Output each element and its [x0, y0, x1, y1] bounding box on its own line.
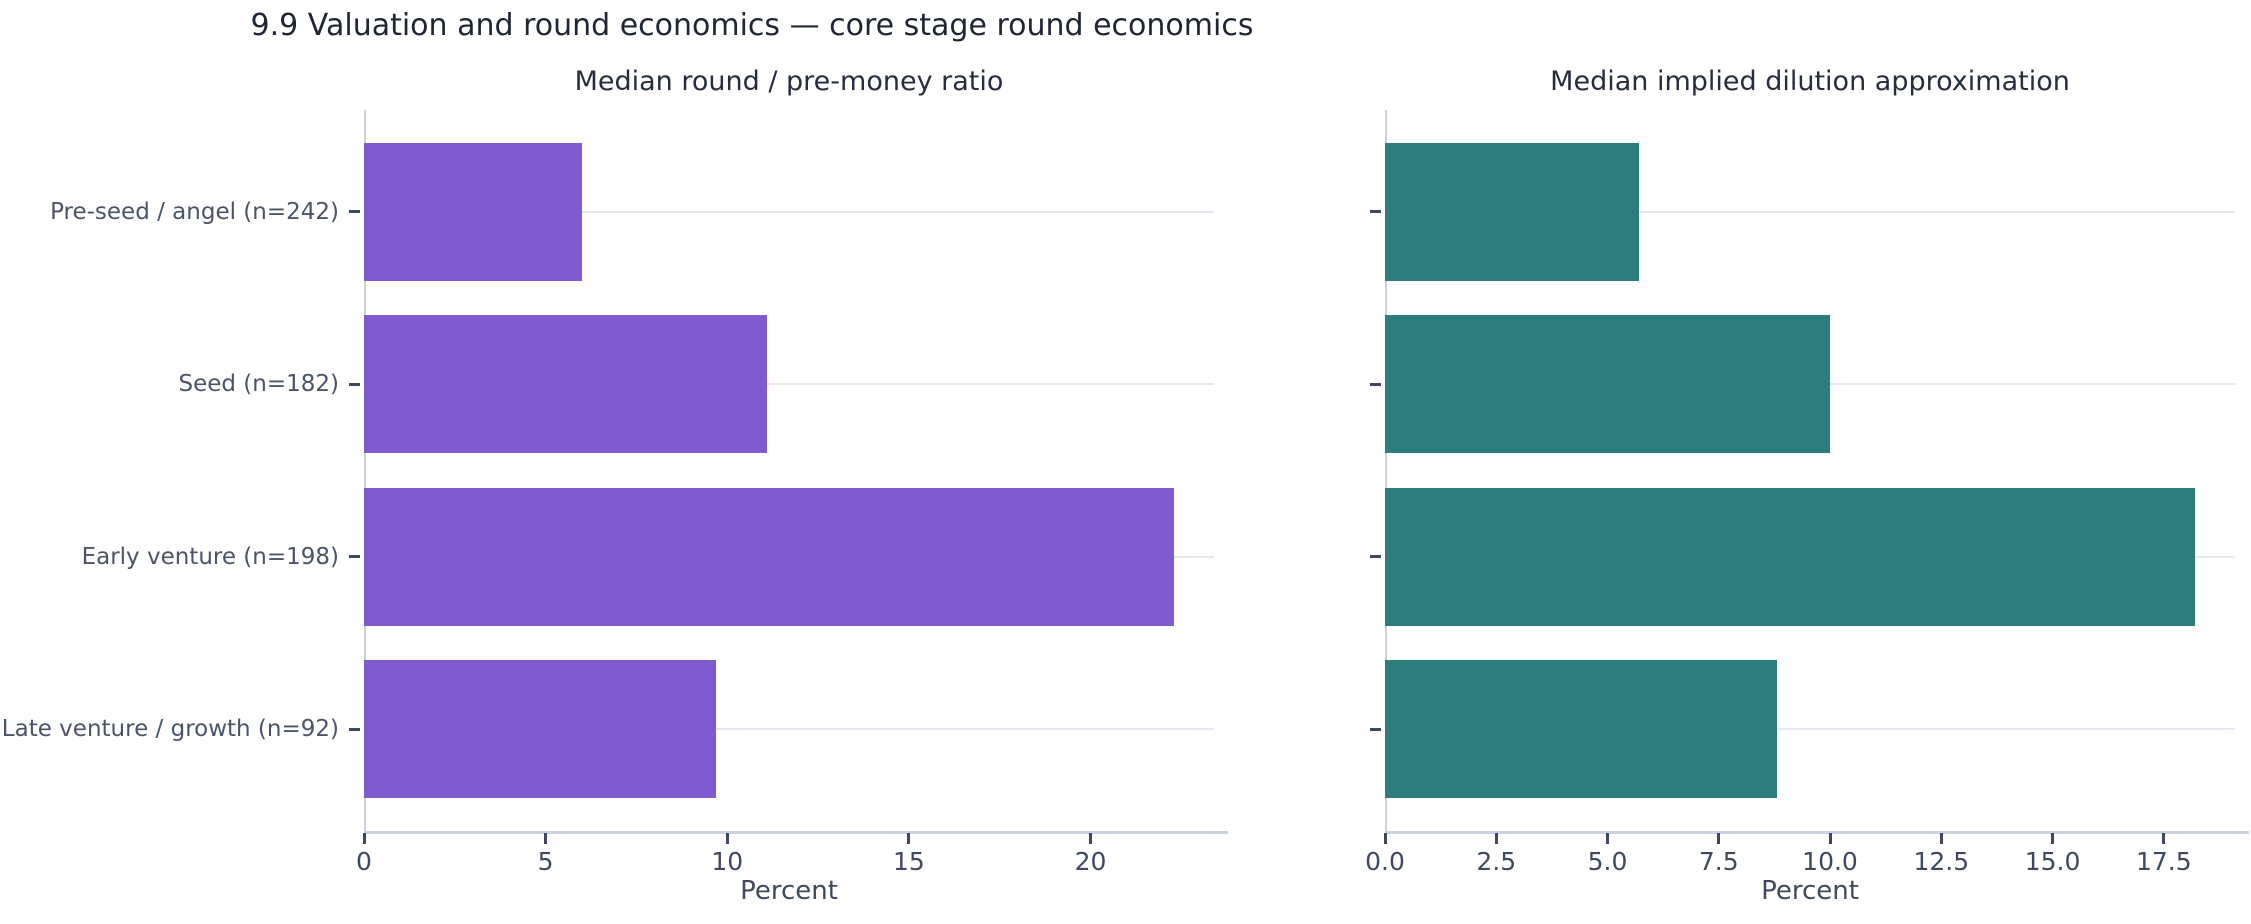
- y-tick-label: Early venture (n=198): [81, 543, 339, 570]
- bar-category-1: [1385, 142, 1639, 281]
- y-tick: [1370, 210, 1381, 214]
- gridline: [1385, 383, 2235, 386]
- y-axis-line: [364, 110, 366, 831]
- x-tick-label: 0.0: [1365, 847, 1405, 876]
- y-tick-label: Pre-seed / angel (n=242): [50, 198, 339, 225]
- x-tick-label: 20: [1074, 847, 1107, 876]
- x-tick-label: 7.5: [1698, 847, 1739, 876]
- gridline: [364, 555, 1214, 558]
- bar-category-1: [364, 142, 582, 281]
- y-tick: [349, 210, 360, 214]
- x-tick-label: 5.0: [1587, 847, 1628, 876]
- x-tick: [1383, 833, 1387, 844]
- bar-category-3: [364, 487, 1175, 626]
- x-axis-line: [1385, 831, 2249, 834]
- x-tick: [1939, 833, 1943, 844]
- bar-category-4: [364, 660, 717, 799]
- x-tick: [1717, 833, 1721, 844]
- y-tick-label: Seed (n=182): [178, 371, 339, 398]
- x-tick: [2051, 833, 2055, 844]
- gridline: [1385, 555, 2235, 558]
- x-tick: [907, 833, 911, 844]
- x-tick: [1494, 833, 1498, 844]
- x-tick: [544, 833, 548, 844]
- y-axis-line: [1385, 110, 1387, 831]
- y-tick: [1370, 382, 1381, 386]
- gridline: [1385, 728, 2235, 731]
- x-tick: [1828, 833, 1832, 844]
- x-tick-label: 17.5: [2135, 847, 2192, 876]
- figure-title: 9.9 Valuation and round economics — core…: [250, 8, 1254, 43]
- gridline: [364, 728, 1214, 731]
- x-tick: [1088, 833, 1092, 844]
- chart-2-x-axis-label: Percent: [1761, 876, 1859, 906]
- y-tick: [349, 555, 360, 559]
- x-tick-label: 15.0: [2024, 847, 2081, 876]
- bar-category-2: [364, 315, 768, 454]
- x-tick-label: 5: [537, 847, 554, 876]
- x-tick-label: 10.0: [1802, 847, 1858, 876]
- gridline: [364, 210, 1214, 213]
- y-tick: [349, 727, 360, 731]
- y-tick: [1370, 727, 1381, 731]
- x-tick: [2162, 833, 2166, 844]
- x-tick-label: 0: [356, 847, 372, 876]
- x-tick-label: 10: [711, 847, 744, 876]
- gridline: [1385, 210, 2235, 213]
- bar-category-4: [1385, 660, 1777, 799]
- x-tick: [725, 833, 729, 844]
- y-tick-label: Late venture / growth (n=92): [1, 716, 339, 743]
- y-tick: [1370, 555, 1381, 559]
- x-axis-line: [364, 831, 1228, 834]
- chart-1-x-axis-label: Percent: [740, 876, 838, 906]
- x-tick: [1606, 833, 1609, 844]
- gridline: [364, 383, 1214, 386]
- y-tick: [349, 382, 360, 386]
- bar-category-3: [1385, 487, 2195, 626]
- x-tick-label: 15: [892, 847, 925, 876]
- chart-2-title: Median implied dilution approximation: [1550, 66, 2070, 97]
- bar-category-2: [1385, 315, 1831, 454]
- x-tick-label: 2.5: [1476, 847, 1517, 876]
- chart-1-title: Median round / pre-money ratio: [574, 66, 1004, 97]
- x-tick: [362, 833, 366, 844]
- x-tick-label: 12.5: [1913, 847, 1970, 876]
